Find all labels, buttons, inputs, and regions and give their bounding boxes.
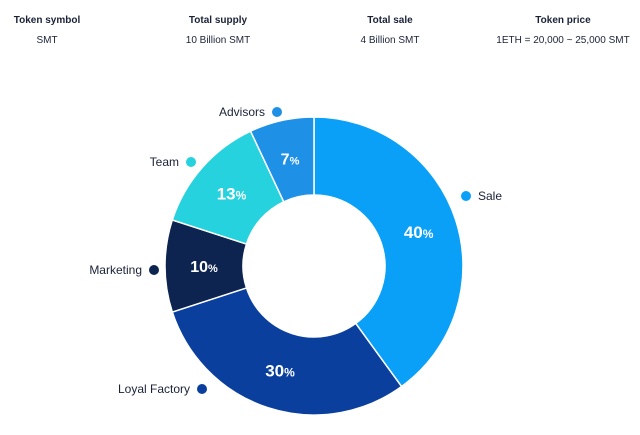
- legend-label-advisors: Advisors: [219, 105, 265, 119]
- legend-dot-loyal-factory: [197, 384, 207, 394]
- token-symbol-stat: Token symbol SMT: [8, 14, 86, 48]
- slice-value-label-advisors: 7%: [281, 152, 300, 169]
- stat-label: Token symbol: [13, 15, 81, 26]
- donut-slice-advisors: [249, 116, 315, 203]
- donut-slice-loyal-factory: [171, 286, 403, 416]
- donut-slice-sale: [313, 116, 464, 388]
- legend-dot-sale: [461, 191, 471, 201]
- total-supply-stat: Total supply 10 Billion SMT: [168, 14, 268, 48]
- token-price-stat: Token price 1ETH = 20,000 ~ 25,000 SMT: [488, 14, 638, 48]
- legend-label-sale: Sale: [478, 189, 502, 203]
- legend-dot-team: [186, 157, 196, 167]
- stat-value: 1ETH = 20,000 ~ 25,000 SMT: [496, 35, 630, 46]
- slice-value-label-loyal-factory: 30%: [265, 362, 295, 381]
- token-info-bar: Token symbol SMT Total supply 10 Billion…: [0, 14, 640, 54]
- legend-dot-advisors: [272, 107, 282, 117]
- stat-label: Total supply: [188, 15, 248, 26]
- stat-value: SMT: [36, 35, 58, 46]
- slice-value-label-team: 13%: [217, 184, 247, 203]
- legend-label-team: Team: [150, 155, 179, 169]
- legend-label-loyal-factory: Loyal Factory: [118, 382, 190, 396]
- slice-value-label-sale: 40%: [404, 223, 434, 242]
- stat-label: Total sale: [367, 15, 413, 26]
- slice-value-label-marketing: 10%: [190, 259, 218, 276]
- total-sale-stat: Total sale 4 Billion SMT: [340, 14, 440, 48]
- legend-label-marketing: Marketing: [89, 263, 142, 277]
- legend-dot-marketing: [149, 265, 159, 275]
- stat-value: 4 Billion SMT: [360, 35, 420, 46]
- stat-label: Token price: [535, 15, 591, 26]
- stat-value: 10 Billion SMT: [185, 35, 251, 46]
